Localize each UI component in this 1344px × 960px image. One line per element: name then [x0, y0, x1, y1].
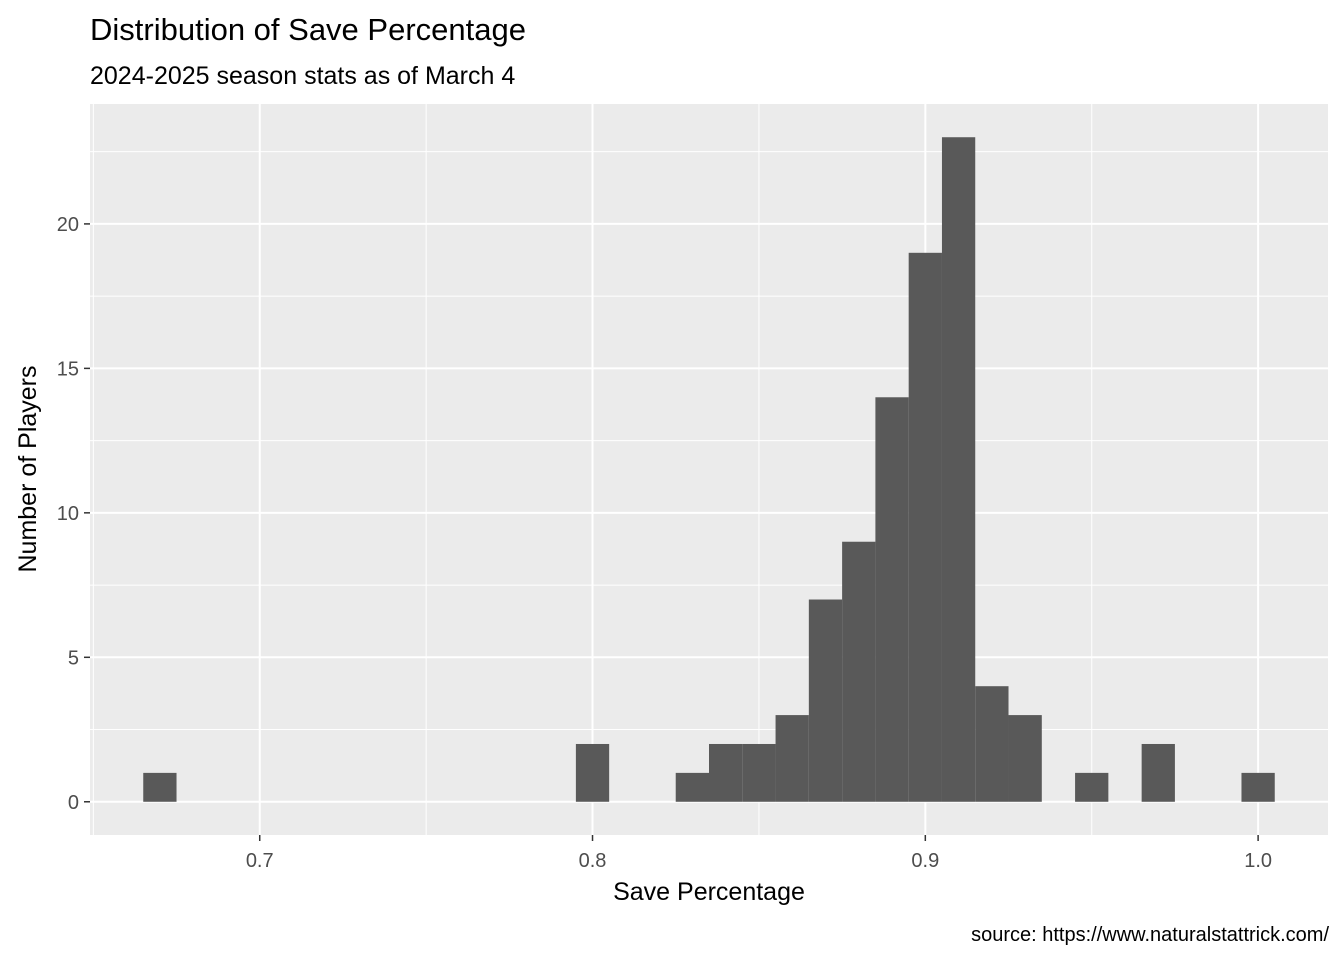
histogram-bar — [875, 397, 909, 802]
chart-title: Distribution of Save Percentage — [90, 12, 526, 47]
y-tick-label: 5 — [68, 647, 79, 669]
x-tick-label: 0.8 — [579, 850, 607, 872]
histogram-bar — [143, 772, 177, 802]
histogram-bar — [1241, 772, 1275, 802]
histogram-bar — [941, 137, 976, 802]
histogram-bar — [1008, 715, 1042, 802]
minor-gridlines — [90, 104, 1328, 835]
histogram-bar — [575, 743, 610, 802]
y-axis-title: Number of Players — [14, 365, 42, 572]
y-tick-label: 0 — [68, 792, 79, 814]
y-axis: 0 5 10 15 20 — [57, 214, 90, 814]
histogram-bar — [775, 715, 809, 802]
x-tick-label: 1.0 — [1244, 850, 1272, 872]
y-tick-label: 10 — [57, 503, 79, 525]
x-axis: 0.7 0.8 0.9 1.0 — [246, 835, 1272, 872]
histogram-bar — [1141, 743, 1175, 802]
x-tick-label: 0.7 — [246, 850, 274, 872]
y-tick-label: 15 — [57, 358, 79, 380]
histogram-bar — [709, 743, 743, 802]
source-caption: source: https://www.naturalstattrick.com… — [971, 924, 1329, 946]
histogram-bar — [975, 686, 1009, 802]
histogram-bar — [742, 743, 776, 802]
histogram-bar — [842, 541, 876, 802]
histogram-bar — [908, 252, 942, 802]
chart-subtitle: 2024-2025 season stats as of March 4 — [90, 62, 515, 90]
plot-panel — [90, 104, 1328, 835]
histogram-bars — [143, 137, 1275, 802]
y-tick-label: 20 — [57, 214, 79, 236]
histogram-bar — [808, 599, 843, 802]
x-axis-title: Save Percentage — [613, 878, 805, 906]
x-tick-label: 0.9 — [911, 850, 939, 872]
histogram-bar — [1075, 772, 1109, 802]
histogram-bar — [675, 772, 709, 802]
